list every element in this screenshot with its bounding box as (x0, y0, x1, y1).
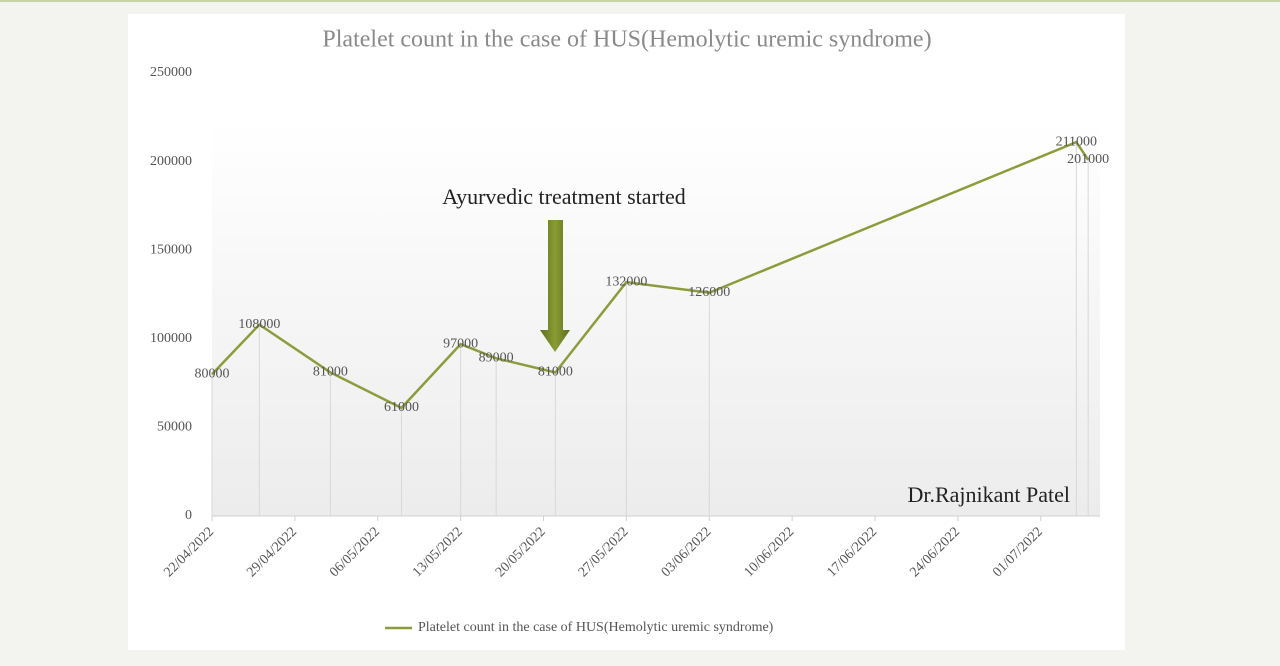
data-label: 108000 (238, 317, 280, 332)
data-label: 81000 (538, 365, 573, 380)
y-tick-label: 150000 (150, 242, 192, 257)
y-tick-label: 50000 (157, 420, 192, 435)
data-label: 126000 (688, 285, 730, 300)
y-tick-label: 200000 (150, 154, 192, 169)
y-tick-label: 100000 (150, 331, 192, 346)
data-label: 81000 (313, 365, 348, 380)
y-tick-label: 0 (185, 508, 192, 523)
plot-area (212, 120, 1100, 516)
data-label: 132000 (605, 274, 647, 289)
chart-title: Platelet count in the case of HUS(Hemoly… (322, 27, 931, 53)
legend-label: Platelet count in the case of HUS(Hemoly… (418, 620, 774, 635)
data-label: 80000 (195, 366, 230, 381)
data-label: 211000 (1056, 134, 1097, 149)
annotation: Ayurvedic treatment started (442, 184, 686, 209)
annotation-arrow (540, 220, 570, 352)
y-tick-label: 250000 (150, 65, 192, 80)
data-label: 61000 (384, 400, 419, 415)
data-label: 201000 (1067, 152, 1109, 167)
series-line (211, 140, 1090, 410)
data-label: 89000 (479, 351, 514, 366)
annotation: Dr.Rajnikant Patel (907, 482, 1070, 507)
data-label: 97000 (443, 336, 478, 351)
